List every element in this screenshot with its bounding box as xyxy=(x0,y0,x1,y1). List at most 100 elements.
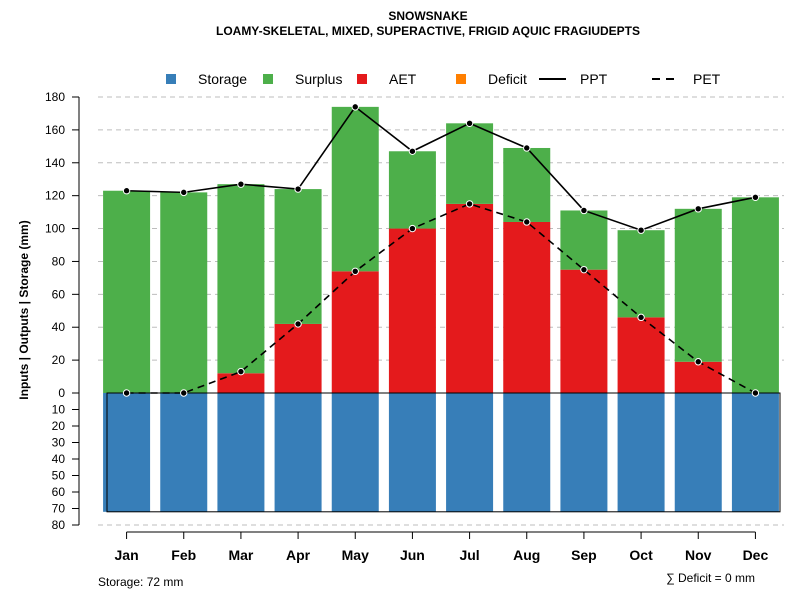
aet-bar xyxy=(217,373,265,393)
aet-bar xyxy=(331,271,379,393)
x-tick-label: Apr xyxy=(286,547,311,563)
y-tick-label: 80 xyxy=(52,254,66,268)
ppt-point xyxy=(580,206,588,215)
aet-bar xyxy=(503,221,551,393)
x-tick-label: Jun xyxy=(400,547,425,563)
x-tick-label: Sep xyxy=(571,547,597,563)
storage-bar xyxy=(103,393,151,512)
chart-subtitle: LOAMY-SKELETAL, MIXED, SUPERACTIVE, FRIG… xyxy=(216,24,640,38)
storage-frame xyxy=(106,392,781,513)
storage-bar xyxy=(674,393,722,512)
y-tick-label: 20 xyxy=(52,353,66,367)
pet-point xyxy=(180,389,188,397)
x-tick-label: Mar xyxy=(228,547,253,563)
x-tick-label: Jan xyxy=(115,547,139,563)
aet-bar xyxy=(388,228,436,393)
y-tick-label: 30 xyxy=(52,436,66,450)
y-tick-label: 120 xyxy=(45,189,65,203)
legend-label: Surplus xyxy=(295,71,342,87)
y-tick-label: 60 xyxy=(52,287,66,301)
surplus-bar xyxy=(731,197,779,393)
gridlines xyxy=(98,96,784,526)
legend-label: PPT xyxy=(580,71,608,87)
aet-bar xyxy=(617,317,665,393)
storage-bar xyxy=(446,393,494,512)
pet-point xyxy=(122,389,131,397)
pet-point xyxy=(408,224,417,233)
x-axis: Jan Feb Mar Apr May Jun Jul Aug Sep Oct Nov Dec xyxy=(115,531,769,563)
y-tick-label: 140 xyxy=(45,156,65,170)
x-tick-label: Oct xyxy=(629,547,653,563)
bars xyxy=(103,106,779,512)
surplus-bar xyxy=(160,192,208,393)
y-tick-label: 60 xyxy=(52,485,66,499)
x-tick-label: Aug xyxy=(513,547,540,563)
legend-swatch xyxy=(166,74,176,84)
ppt-point xyxy=(694,205,702,213)
pet-point xyxy=(523,218,531,226)
pet-point xyxy=(580,265,588,274)
legend-label: PET xyxy=(693,71,721,87)
ppt-point xyxy=(523,144,531,152)
surplus-bar xyxy=(446,123,494,204)
y-tick-label: 180 xyxy=(45,90,65,104)
x-tick-label: Nov xyxy=(685,547,712,563)
ppt-point xyxy=(351,103,359,111)
y-tick-label: 100 xyxy=(45,222,65,236)
y-tick-label: 0 xyxy=(58,386,65,400)
pet-point xyxy=(465,200,474,208)
deficit-note: ∑ Deficit = 0 mm xyxy=(666,571,755,585)
ppt-point xyxy=(294,185,302,193)
surplus-bar xyxy=(617,230,665,318)
legend: Storage Surplus AET Deficit PPT PET xyxy=(166,71,721,87)
storage-bar xyxy=(217,393,265,512)
storage-bar xyxy=(731,393,779,512)
storage-bar xyxy=(617,393,665,512)
aet-bar xyxy=(560,269,608,393)
surplus-bar xyxy=(274,189,322,324)
pet-point xyxy=(237,367,245,376)
surplus-bar xyxy=(503,147,551,222)
y-tick-label: 160 xyxy=(45,123,65,137)
surplus-bar xyxy=(388,151,436,229)
surplus-bar xyxy=(103,190,151,393)
x-tick-label: May xyxy=(342,547,369,563)
pet-point xyxy=(637,313,645,322)
legend-swatch xyxy=(357,74,367,84)
pet-line xyxy=(126,203,756,394)
legend-swatch xyxy=(263,74,273,84)
storage-outline xyxy=(106,392,781,513)
y-tick-label: 20 xyxy=(52,419,66,433)
ppt-line xyxy=(126,105,756,232)
y-tick-label: 40 xyxy=(52,452,66,466)
ppt-point xyxy=(408,147,417,155)
legend-label: Storage xyxy=(198,71,247,87)
y-tick-label: 40 xyxy=(52,320,66,334)
y-tick-label: 50 xyxy=(52,469,66,483)
surplus-bar xyxy=(331,106,379,272)
storage-bar xyxy=(503,393,551,512)
x-tick-label: Dec xyxy=(743,547,769,563)
pet-point xyxy=(294,320,302,328)
aet-bar xyxy=(274,323,322,393)
y-tick-label: 70 xyxy=(52,502,66,516)
x-tick-label: Jul xyxy=(459,547,479,563)
y-tick-label: 80 xyxy=(52,518,66,532)
y-tick-label: 10 xyxy=(52,403,66,417)
surplus-bar xyxy=(217,184,265,374)
storage-bar xyxy=(331,393,379,512)
storage-note: Storage: 72 mm xyxy=(98,575,183,589)
y-axis: 0 20 40 60 80 100 120 140 160 180 10 20 30 40 50 60 70 80 xyxy=(45,90,80,532)
legend-swatch xyxy=(456,74,466,84)
storage-bar xyxy=(160,393,208,512)
chart-title: SNOWSNAKE xyxy=(388,9,467,23)
legend-label: Deficit xyxy=(488,71,527,87)
legend-label: AET xyxy=(389,71,417,87)
aet-bar xyxy=(674,361,722,393)
pet-point xyxy=(751,389,760,397)
y-axis-label: Inputs | Outputs | Storage (mm) xyxy=(17,220,31,399)
ppt-point xyxy=(465,119,474,128)
aet-bar xyxy=(446,203,494,393)
ppt-point xyxy=(237,180,245,188)
